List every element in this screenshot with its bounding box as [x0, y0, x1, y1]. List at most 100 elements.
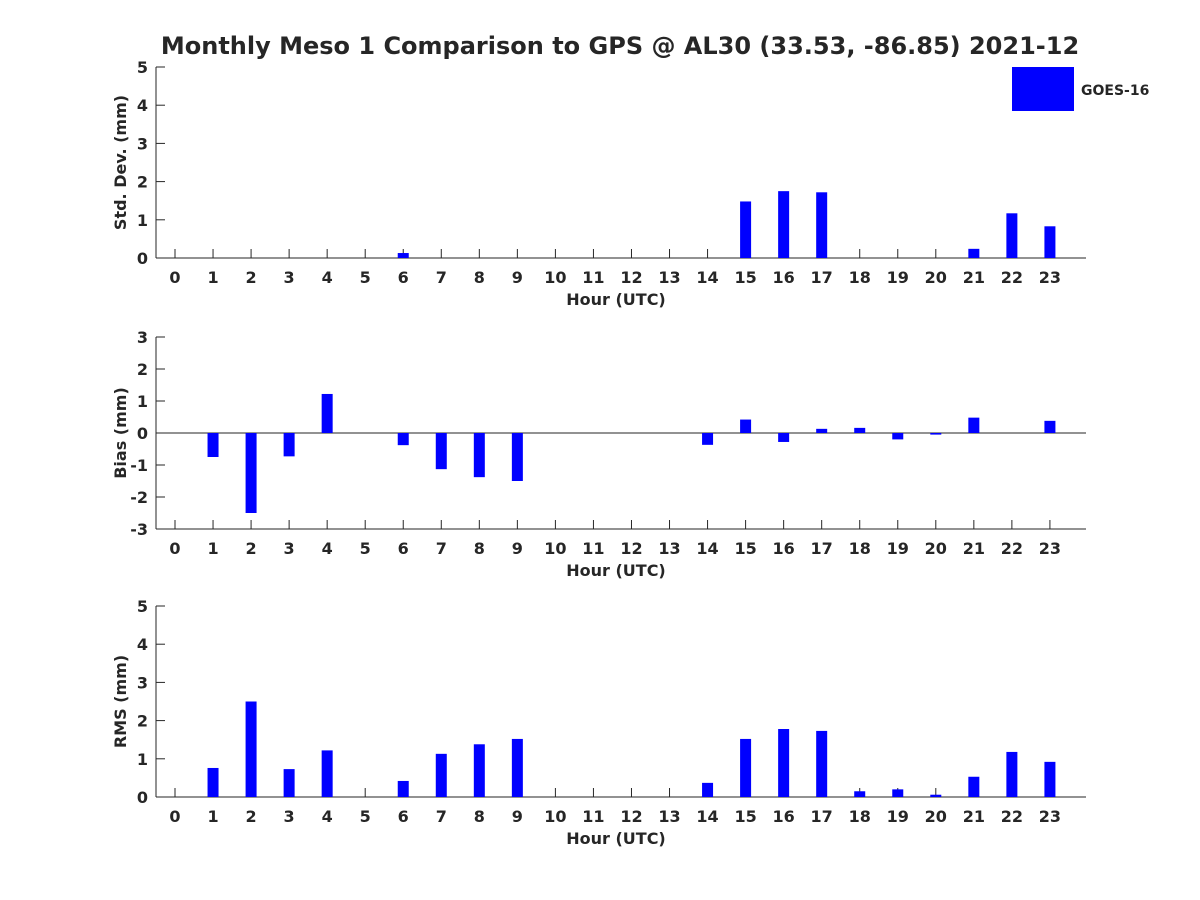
x-tick-label: 17	[811, 539, 833, 558]
x-tick-label: 5	[360, 539, 371, 558]
x-tick-label: 2	[246, 268, 257, 287]
bar-std-hour-21	[968, 248, 980, 258]
x-tick-label: 9	[512, 539, 523, 558]
y-tick-label: 2	[137, 173, 148, 192]
bar-rms-hour-9	[511, 738, 523, 797]
bar-rms-hour-14	[702, 782, 714, 797]
x-tick-label: 11	[582, 807, 604, 826]
x-tick-label: 20	[925, 539, 947, 558]
x-tick-label: 4	[322, 268, 333, 287]
x-tick-label: 16	[773, 268, 795, 287]
bar-std-hour-22	[1006, 213, 1018, 258]
bar-bias-hour-15	[740, 419, 752, 433]
x-tick-label: 22	[1001, 539, 1023, 558]
x-tick-label: 20	[925, 268, 947, 287]
bar-rms-hour-6	[397, 780, 409, 797]
x-tick-label: 22	[1001, 268, 1023, 287]
x-tick-label: 11	[582, 539, 604, 558]
bar-bias-hour-17	[816, 428, 828, 433]
x-tick-label: 13	[658, 539, 680, 558]
x-tick-label: 0	[169, 268, 180, 287]
bar-bias-hour-3	[283, 433, 295, 457]
bar-bias-hour-4	[321, 393, 333, 433]
chart-title: Monthly Meso 1 Comparison to GPS @ AL30 …	[161, 32, 1079, 60]
y-tick-label: 5	[137, 58, 148, 77]
x-tick-label: 18	[849, 268, 871, 287]
y-tick-label: -2	[130, 488, 148, 507]
bar-bias-hour-14	[702, 433, 714, 445]
x-tick-label: 1	[207, 539, 218, 558]
bar-rms-hour-16	[778, 729, 790, 797]
bar-bias-hour-7	[435, 433, 447, 470]
bar-bias-hour-23	[1044, 420, 1056, 433]
x-axis-label: Hour (UTC)	[566, 290, 666, 309]
x-tick-label: 12	[620, 807, 642, 826]
y-axis-label: Bias (mm)	[111, 387, 130, 479]
y-tick-label: 5	[137, 597, 148, 616]
legend: GOES-16	[1012, 67, 1149, 111]
x-tick-label: 17	[811, 807, 833, 826]
x-tick-label: 18	[849, 807, 871, 826]
x-tick-label: 19	[887, 807, 909, 826]
bar-bias-hour-9	[511, 433, 523, 481]
bar-rms-hour-2	[245, 701, 257, 797]
x-tick-label: 0	[169, 539, 180, 558]
x-tick-label: 11	[582, 268, 604, 287]
x-tick-label: 0	[169, 807, 180, 826]
x-tick-label: 9	[512, 268, 523, 287]
bar-rms-hour-21	[968, 776, 980, 797]
x-tick-label: 2	[246, 539, 257, 558]
x-tick-label: 6	[398, 807, 409, 826]
y-tick-label: 2	[137, 712, 148, 731]
bar-rms-hour-4	[321, 750, 333, 797]
bar-bias-hour-16	[778, 433, 790, 442]
x-tick-label: 7	[436, 268, 447, 287]
x-tick-label: 10	[544, 807, 566, 826]
y-tick-label: 3	[137, 134, 148, 153]
x-tick-label: 5	[360, 807, 371, 826]
x-tick-label: 21	[963, 268, 985, 287]
x-tick-label: 21	[963, 539, 985, 558]
x-tick-label: 20	[925, 807, 947, 826]
bar-rms-hour-8	[473, 744, 485, 797]
bar-bias-hour-1	[207, 433, 219, 457]
bar-std-hour-16	[778, 191, 790, 258]
x-tick-label: 10	[544, 268, 566, 287]
x-tick-label: 7	[436, 539, 447, 558]
y-tick-label: 0	[137, 424, 148, 443]
bar-std-hour-6	[397, 253, 409, 258]
y-tick-label: 1	[137, 750, 148, 769]
y-axis-label: Std. Dev. (mm)	[111, 95, 130, 230]
x-tick-label: 8	[474, 268, 485, 287]
x-tick-label: 22	[1001, 807, 1023, 826]
bar-bias-hour-19	[892, 433, 904, 440]
x-tick-label: 4	[322, 807, 333, 826]
x-tick-label: 3	[284, 807, 295, 826]
bar-rms-hour-3	[283, 769, 295, 797]
x-tick-label: 12	[620, 268, 642, 287]
y-tick-label: 2	[137, 360, 148, 379]
x-tick-label: 18	[849, 539, 871, 558]
x-tick-label: 6	[398, 268, 409, 287]
x-tick-label: 17	[811, 268, 833, 287]
bar-std-hour-15	[740, 201, 752, 258]
x-tick-label: 1	[207, 807, 218, 826]
x-tick-label: 21	[963, 807, 985, 826]
bar-rms-hour-15	[740, 738, 752, 797]
x-tick-label: 14	[696, 807, 718, 826]
y-tick-label: 4	[137, 635, 148, 654]
bar-std-hour-17	[816, 192, 828, 258]
x-tick-label: 12	[620, 539, 642, 558]
x-axis-label: Hour (UTC)	[566, 829, 666, 848]
bar-rms-hour-22	[1006, 751, 1018, 797]
x-tick-label: 16	[773, 807, 795, 826]
x-tick-label: 8	[474, 539, 485, 558]
x-tick-label: 14	[696, 539, 718, 558]
x-tick-label: 13	[658, 268, 680, 287]
x-axis-label: Hour (UTC)	[566, 561, 666, 580]
x-tick-label: 15	[734, 268, 756, 287]
bar-bias-hour-18	[854, 427, 866, 433]
bar-bias-hour-6	[397, 433, 409, 446]
